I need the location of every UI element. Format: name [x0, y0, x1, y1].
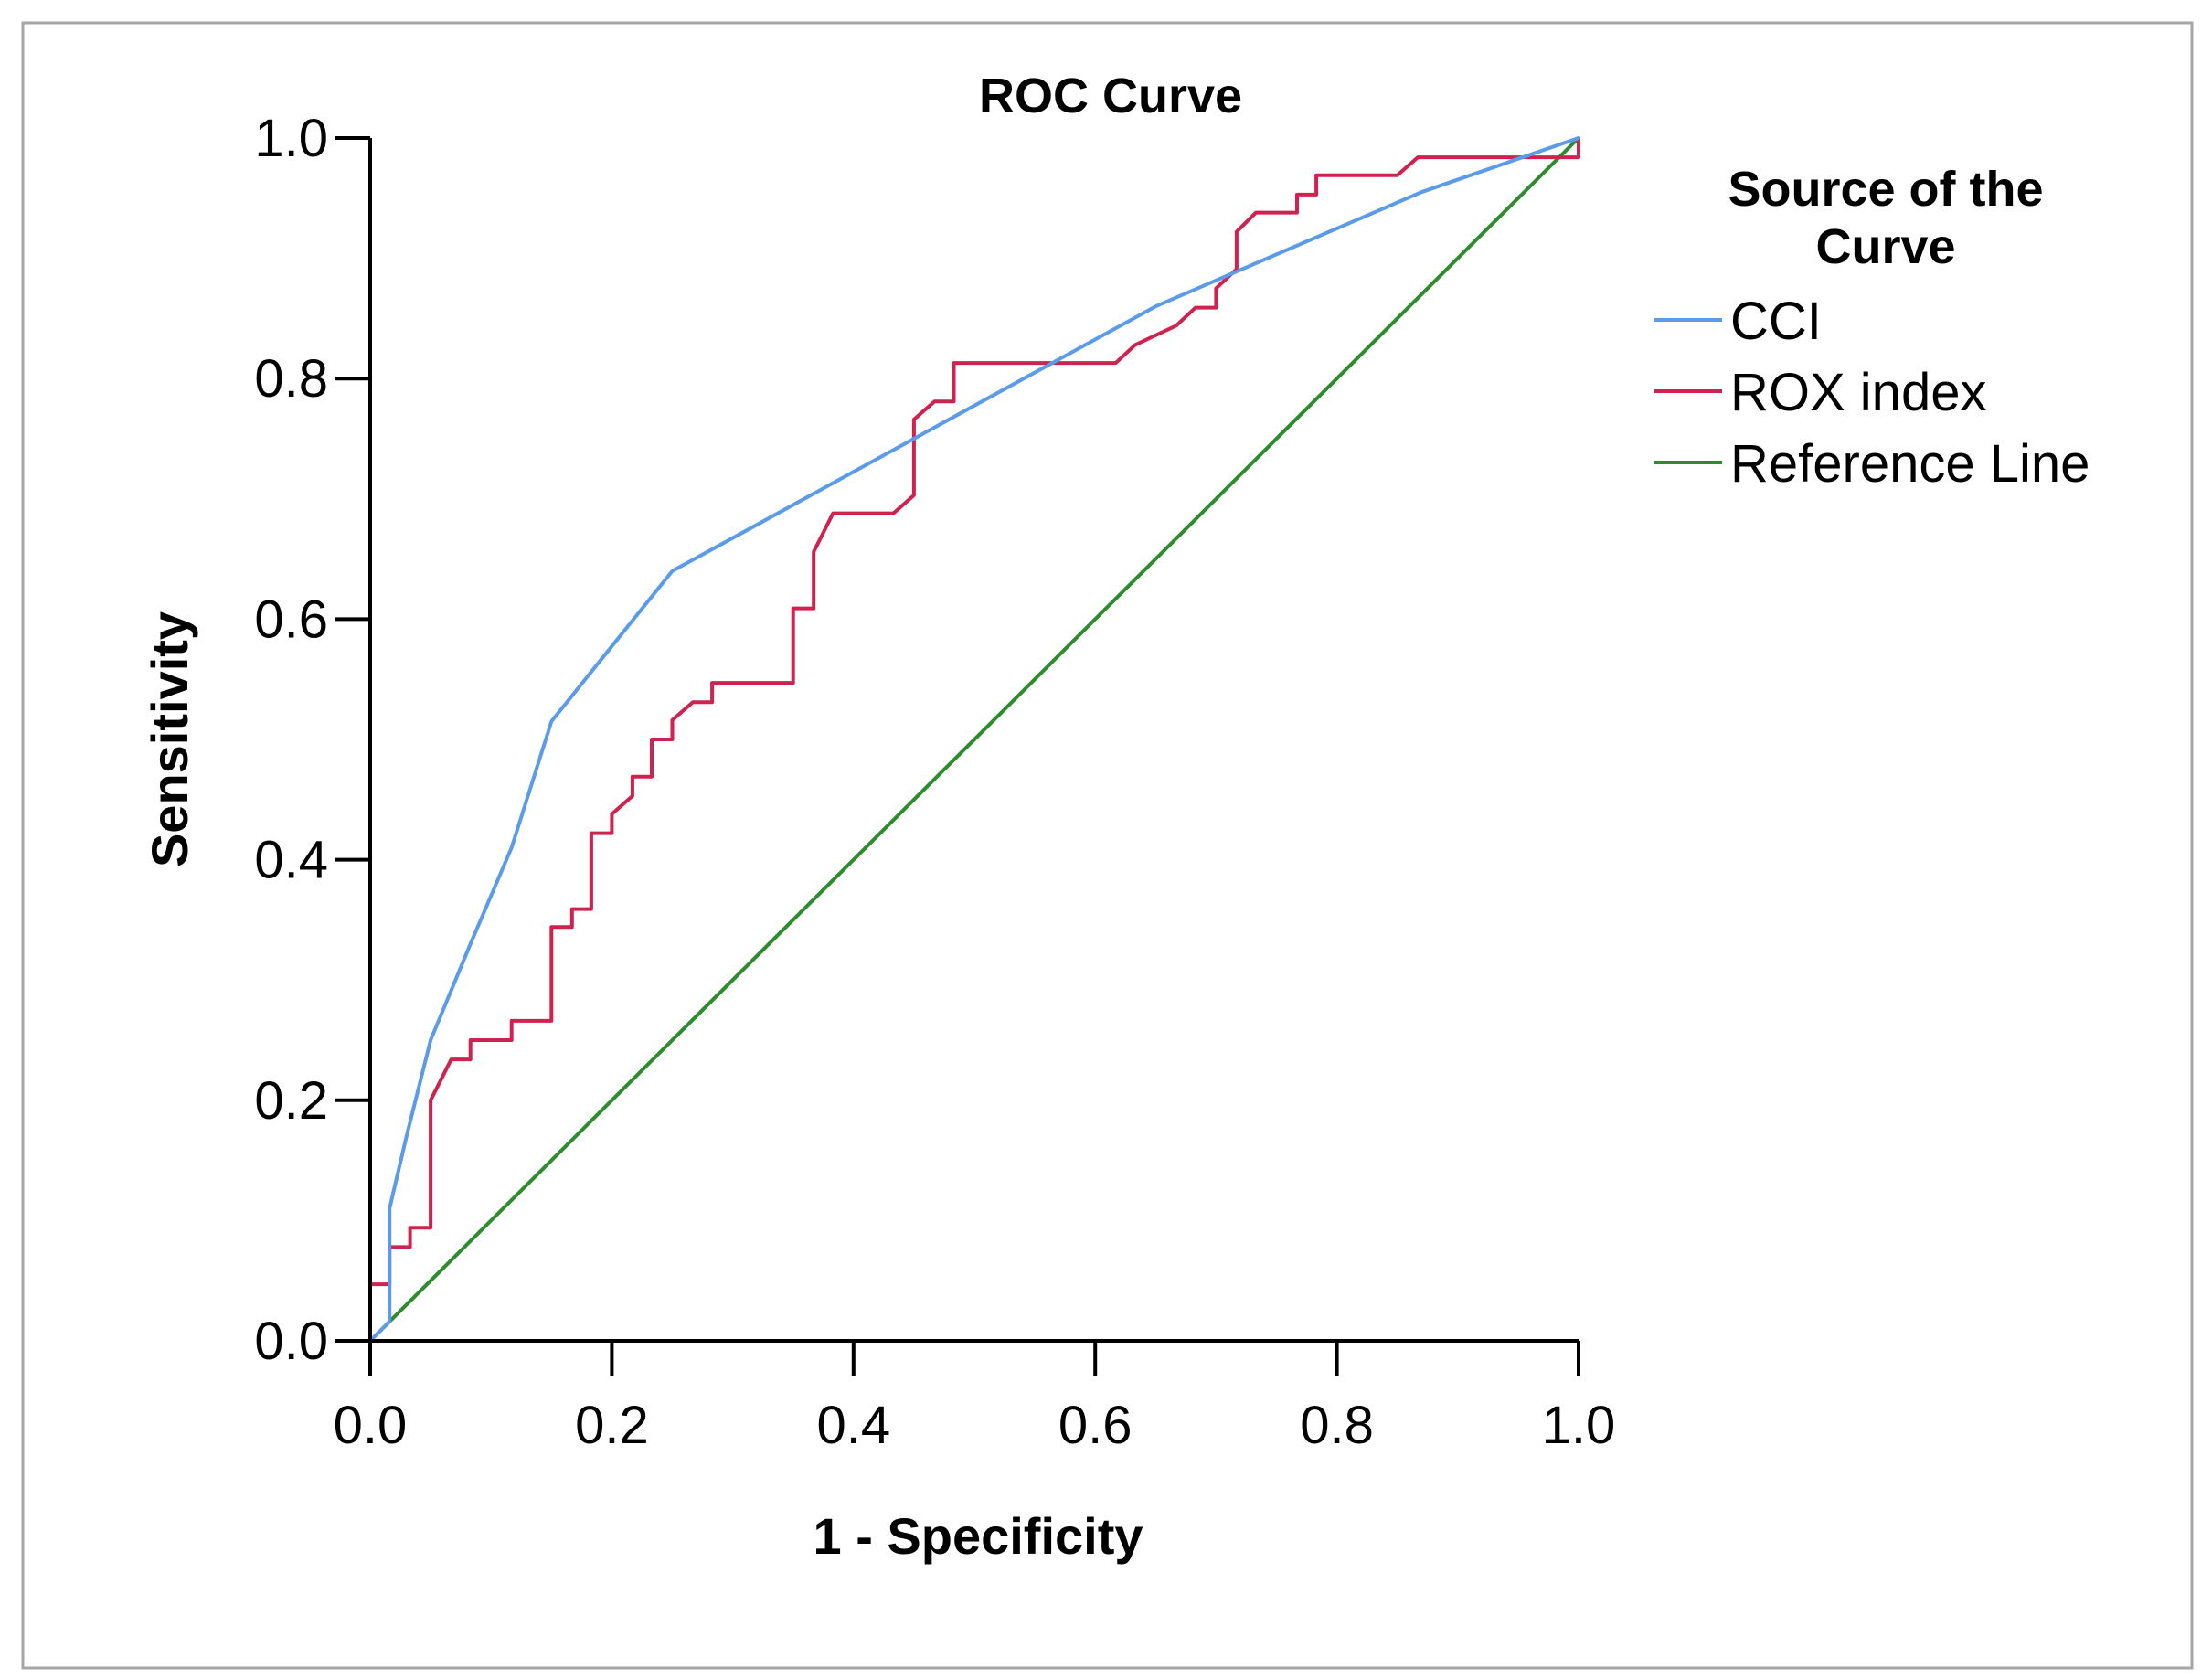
x-tick-label: 0.6	[1058, 1396, 1133, 1455]
y-axis-ticks: 0.0 0.2 0.4 0.6 0.8 1.0	[254, 109, 370, 1371]
y-tick-label: 0.4	[254, 831, 328, 890]
x-tick-label: 0.0	[334, 1396, 408, 1455]
chart-frame	[21, 21, 2194, 1670]
y-tick-label: 0.6	[254, 590, 328, 649]
series-line-cci	[368, 136, 1580, 1343]
series-line-rox-index	[368, 136, 1580, 1287]
x-axis-ticks: 0.0 0.2 0.4 0.6 0.8 1.0	[334, 1341, 1616, 1455]
plot-series	[368, 136, 1580, 1343]
legend-label-cci: CCI	[1730, 292, 1822, 351]
x-tick-label: 0.4	[816, 1396, 890, 1455]
x-tick-label: 0.8	[1300, 1396, 1374, 1455]
y-tick-label: 0.2	[254, 1071, 328, 1131]
y-tick-label: 1.0	[254, 109, 328, 168]
legend: Source of the Curve CCI ROX index Referenc…	[1654, 162, 2090, 494]
legend-label-rox-index: ROX index	[1730, 363, 1986, 422]
x-tick-label: 0.2	[575, 1396, 649, 1455]
y-axis-title: Sensitivity	[141, 611, 198, 867]
series-line-reference-line	[368, 136, 1580, 1343]
legend-label-reference-line: Reference Line	[1730, 434, 2090, 494]
y-tick-label: 0.0	[254, 1312, 328, 1371]
chart-title: ROC Curve	[979, 69, 1242, 123]
x-tick-label: 1.0	[1542, 1396, 1616, 1455]
legend-items: CCI ROX index Reference Line	[1654, 292, 2090, 494]
legend-title-line-1: Source of the	[1728, 162, 2043, 217]
legend-title-line-2: Curve	[1815, 219, 1955, 274]
x-axis-title: 1 - Specificity	[813, 1507, 1143, 1565]
y-tick-label: 0.8	[254, 349, 328, 409]
